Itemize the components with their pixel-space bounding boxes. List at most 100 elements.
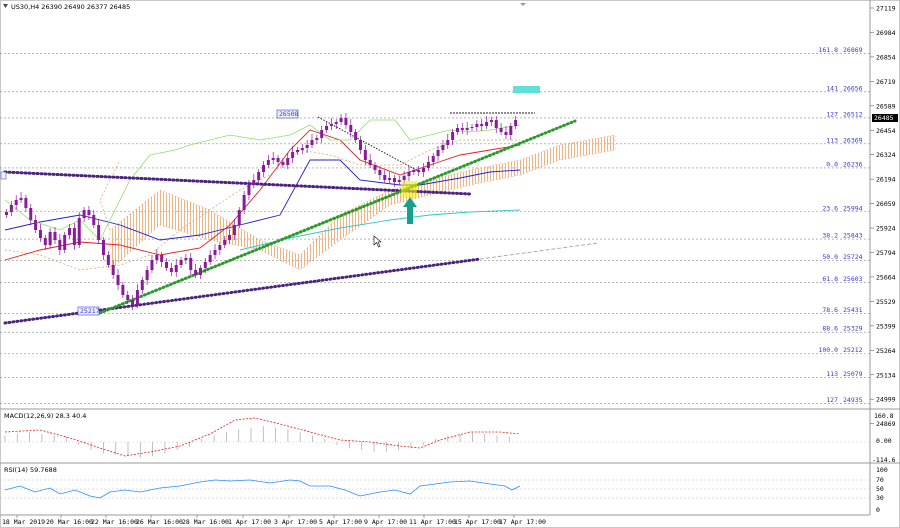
current-price-box [872, 114, 898, 122]
candle-body [203, 262, 207, 268]
candle-body [334, 122, 338, 124]
candle-body [455, 128, 459, 132]
candle-body [475, 124, 479, 127]
rsi-panel[interactable]: RSI(14) 59.7688 100 70 50 30 0 [0, 466, 888, 514]
price-axis-label: 25399 [876, 322, 896, 330]
candle-body [106, 255, 110, 265]
fibonacci-grid[interactable]: 161.8 26869 141 26656 127 26512 113 26369 0.0 262… [0, 46, 870, 404]
candle-body [446, 140, 450, 145]
candle-body [426, 162, 430, 168]
candle-body [198, 268, 202, 275]
target-box[interactable] [513, 86, 540, 93]
time-axis-label: 20 Mar 16:00 [46, 518, 93, 526]
candle-body [174, 265, 178, 272]
symbol-info: US30,H4 26390 26490 26377 26485 [11, 3, 130, 11]
candle-body [349, 125, 353, 132]
candle-body [58, 240, 62, 250]
candle-body [72, 228, 76, 245]
candle-body [189, 258, 193, 270]
fib-price-label: 25724 [843, 253, 863, 261]
price-axis-label: 25529 [876, 298, 896, 306]
candle-body [213, 250, 217, 255]
candle-body [417, 170, 421, 172]
candle-body [262, 165, 265, 172]
rsi-axis-50: 50 [876, 485, 884, 493]
fib-price-label: 26869 [843, 46, 863, 54]
candle-body [29, 208, 33, 220]
price-axis-label: 25134 [876, 371, 896, 379]
price-axis-label: 25794 [876, 249, 896, 257]
time-axis-label: 17 Apr 17:00 [499, 518, 546, 526]
candle-body [388, 178, 392, 180]
candle-body [499, 128, 503, 132]
candle-body [310, 140, 314, 145]
candle-body [242, 195, 246, 210]
price-axis-label: 26059 [876, 200, 896, 208]
candle-body [155, 255, 159, 260]
candle-body [291, 152, 295, 158]
time-axis-label: 18 Mar 2019 [2, 518, 45, 526]
candle-body [92, 215, 96, 225]
candle-body [131, 300, 135, 305]
up-arrow-icon [403, 197, 417, 224]
candle-body [315, 138, 319, 140]
fib-ratio-label: 0.0 [826, 160, 838, 168]
lower-purple-trendline[interactable] [3, 257, 482, 325]
candle-body [412, 170, 416, 172]
candle-body [295, 150, 299, 152]
candle-body [218, 245, 222, 250]
price-axis[interactable]: 27119 26984 26854 26719 26589 26454 26324 26194… [870, 5, 896, 429]
candle-body [441, 145, 445, 150]
candle-body [140, 280, 144, 290]
low-price-tag-text: 25217 [80, 307, 100, 315]
candle-body [116, 275, 120, 285]
macd-panel[interactable]: MACD(12,26,9) 28.3 40.4 160.8 0.00 -114.… [0, 412, 898, 464]
ichimoku-cloud [99, 134, 616, 271]
fib-ratio-label: 113 [826, 136, 838, 144]
macd-axis-bottom: -114.6 [872, 456, 896, 464]
candle-body [101, 240, 105, 255]
candle-body [504, 132, 508, 135]
candle-body [126, 295, 130, 300]
candle-body [208, 255, 212, 262]
candle-body [354, 132, 358, 140]
candle-body [281, 162, 285, 165]
candle-body [373, 165, 377, 170]
dropdown-triangle-icon[interactable] [3, 4, 8, 8]
touch-highlight [401, 181, 417, 198]
time-axis-label: 15 Apr 17:00 [454, 518, 501, 526]
candle-body [68, 228, 72, 235]
fib-price-label: 25212 [843, 346, 863, 354]
candle-body [34, 220, 38, 230]
candle-body [286, 158, 290, 165]
candle-body [77, 218, 81, 245]
price-axis-label: 26854 [876, 53, 896, 61]
upper-purple-trendline[interactable] [3, 170, 472, 196]
fib-price-label: 26236 [843, 160, 863, 168]
candle-body [480, 124, 484, 126]
green-trendline[interactable] [98, 119, 577, 315]
shift-marker-icon[interactable] [520, 3, 526, 6]
time-axis-label: 28 Mar 16:00 [182, 518, 229, 526]
candlestick-series[interactable] [5, 113, 518, 310]
candle-body [97, 225, 101, 240]
candle-body [470, 127, 474, 128]
price-axis-label: 27119 [876, 5, 896, 13]
candle-body [14, 200, 18, 205]
fib-price-label: 25079 [843, 370, 863, 378]
price-axis-label: 24869 [876, 420, 896, 428]
price-axis-label: 26719 [876, 78, 896, 86]
fib-ratio-label: 113 [826, 370, 838, 378]
fib-ratio-label: 100.0 [818, 346, 838, 354]
candle-body [276, 158, 280, 162]
fib-price-label: 25994 [843, 204, 863, 212]
candle-body [184, 258, 188, 260]
candle-body [135, 290, 139, 305]
candle-body [5, 212, 8, 215]
descending-dotted-line[interactable] [317, 116, 421, 173]
high-price-tag [276, 109, 299, 119]
fib-price-label: 25329 [843, 325, 863, 333]
price-axis-label: 24999 [876, 396, 896, 404]
